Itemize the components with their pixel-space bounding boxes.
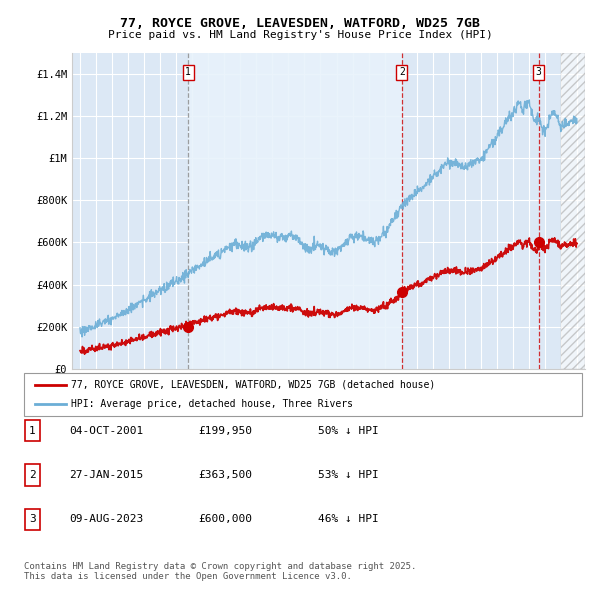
Text: 04-OCT-2001: 04-OCT-2001: [69, 426, 143, 435]
Text: 27-JAN-2015: 27-JAN-2015: [69, 470, 143, 480]
Text: 1: 1: [29, 426, 36, 435]
FancyBboxPatch shape: [25, 420, 40, 441]
Text: £363,500: £363,500: [198, 470, 252, 480]
Text: 2: 2: [29, 470, 36, 480]
Text: 3: 3: [536, 67, 542, 77]
FancyBboxPatch shape: [25, 509, 40, 530]
Text: HPI: Average price, detached house, Three Rivers: HPI: Average price, detached house, Thre…: [71, 399, 353, 409]
Text: 77, ROYCE GROVE, LEAVESDEN, WATFORD, WD25 7GB: 77, ROYCE GROVE, LEAVESDEN, WATFORD, WD2…: [120, 17, 480, 30]
Text: Price paid vs. HM Land Registry's House Price Index (HPI): Price paid vs. HM Land Registry's House …: [107, 30, 493, 40]
Text: 53% ↓ HPI: 53% ↓ HPI: [318, 470, 379, 480]
FancyBboxPatch shape: [25, 464, 40, 486]
Text: 09-AUG-2023: 09-AUG-2023: [69, 514, 143, 524]
Bar: [561, 53, 585, 369]
Text: 1: 1: [185, 67, 191, 77]
Text: Contains HM Land Registry data © Crown copyright and database right 2025.
This d: Contains HM Land Registry data © Crown c…: [24, 562, 416, 581]
Text: 77, ROYCE GROVE, LEAVESDEN, WATFORD, WD25 7GB (detached house): 77, ROYCE GROVE, LEAVESDEN, WATFORD, WD2…: [71, 380, 436, 390]
Text: 3: 3: [29, 514, 36, 524]
Text: 46% ↓ HPI: 46% ↓ HPI: [318, 514, 379, 524]
FancyBboxPatch shape: [24, 373, 582, 416]
Text: 50% ↓ HPI: 50% ↓ HPI: [318, 426, 379, 435]
Text: £199,950: £199,950: [198, 426, 252, 435]
Text: 2: 2: [399, 67, 405, 77]
Text: £600,000: £600,000: [198, 514, 252, 524]
Bar: [188, 53, 402, 369]
